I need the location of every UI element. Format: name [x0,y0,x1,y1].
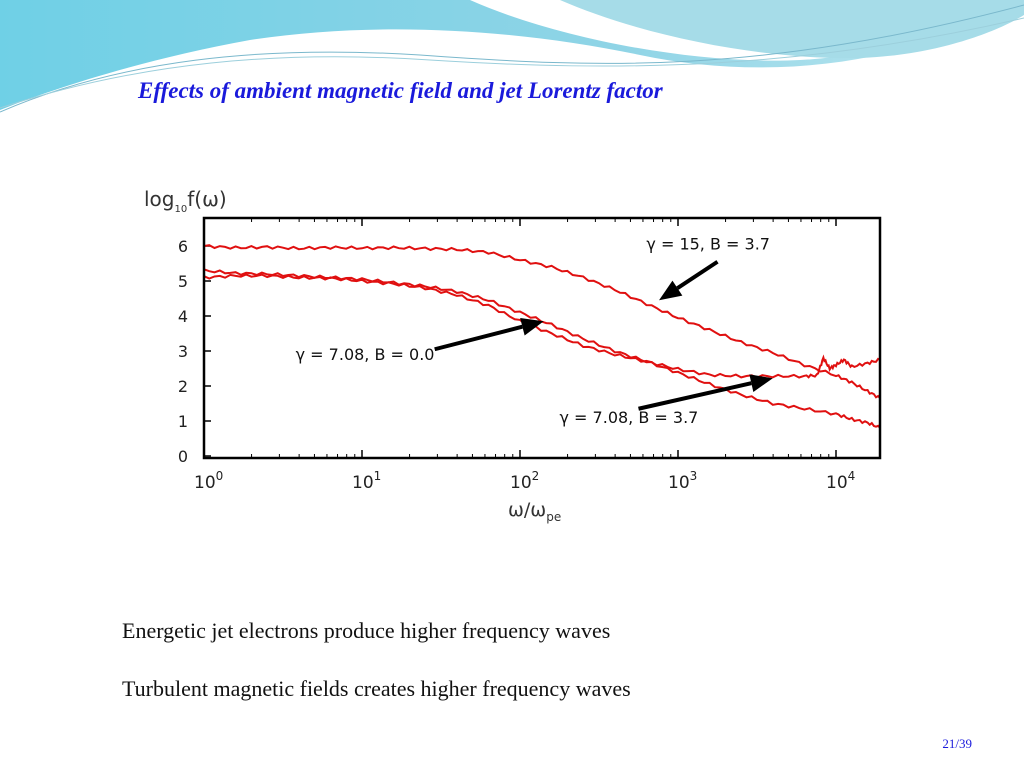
y-axis-title-sub: 10 [175,204,188,215]
x-tick-label: 102 [510,469,539,493]
chart-figure: log10f(ω) 0 1 2 3 4 5 6 100 101 102 103 104 γ = 15,… [120,160,905,530]
annotation-arrow-head [749,374,773,392]
x-tick-base: 10 [194,473,216,493]
series-line-2 [203,268,881,429]
y-tick-label: 5 [178,272,188,291]
x-tick-exp: 0 [216,469,224,483]
annotation-arrow-head [659,280,683,301]
x-tick-exp: 4 [848,469,856,483]
y-axis-title-main: log [144,187,175,211]
annotation-label: γ = 7.08, B = 0.0 [296,345,435,364]
y-tick-label: 0 [178,447,188,466]
y-tick-label: 3 [178,342,188,361]
x-axis-title: ω/ωpe [508,499,561,524]
slide-title: Effects of ambient magnetic field and je… [138,78,663,103]
y-axis-title: log10f(ω) [144,187,227,215]
annotation-arrow-shaft [676,260,719,290]
x-tick-exp: 1 [374,469,382,483]
x-tick-base: 10 [826,473,848,493]
x-tick-label: 103 [668,469,697,493]
y-axis-title-tail: f(ω) [187,187,226,211]
svg-text:log10f(ω): log10f(ω) [144,187,227,215]
x-tick-base: 10 [352,473,374,493]
svg-text:ω/ωpe: ω/ωpe [508,499,561,524]
x-tick-label: 104 [826,469,855,493]
x-tick-exp: 2 [532,469,540,483]
y-tick-label: 6 [178,237,188,256]
y-tick-label: 4 [178,307,188,326]
x-tick-base: 10 [668,473,690,493]
x-axis-title-main: ω/ω [508,499,546,521]
header-wave-decoration [0,0,1024,113]
plot-frame [202,216,882,460]
x-axis-title-sub: pe [546,510,561,524]
y-tick-label: 2 [178,377,188,396]
page-number: 21/39 [942,736,972,751]
annotation-arrow-shaft [638,381,752,411]
x-tick-label: 101 [352,469,381,493]
annotation-label: γ = 15, B = 3.7 [646,235,770,254]
x-tick-exp: 3 [690,469,698,483]
series-line-1 [203,244,881,399]
bullet-text-1: Energetic jet electrons produce higher f… [122,618,611,643]
y-tick-label: 1 [178,412,188,431]
x-tick-base: 10 [510,473,532,493]
annotation-arrow-shaft [434,324,523,352]
x-tick-label: 100 [194,469,223,493]
bullet-text-2: Turbulent magnetic fields creates higher… [122,676,631,701]
annotation-label: γ = 7.08, B = 3.7 [560,408,699,427]
series-line-3 [203,273,881,379]
annotation-arrow-head [520,318,544,336]
